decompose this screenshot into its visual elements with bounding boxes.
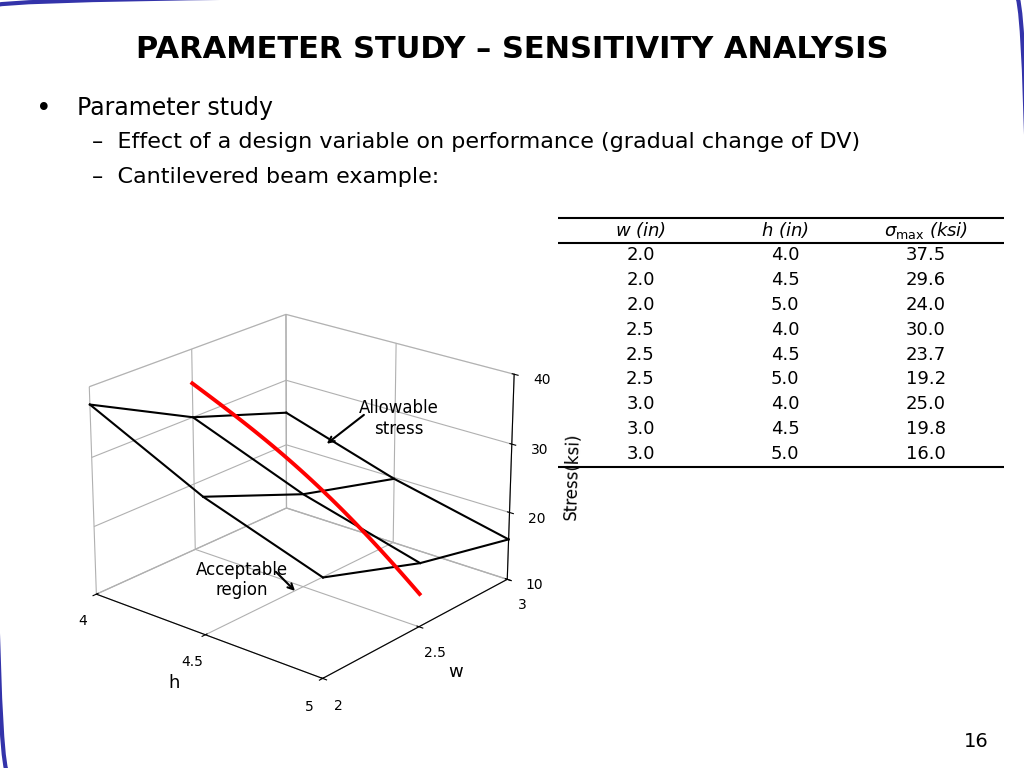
- Text: PARAMETER STUDY – SENSITIVITY ANALYSIS: PARAMETER STUDY – SENSITIVITY ANALYSIS: [136, 35, 888, 64]
- Text: 2.0: 2.0: [627, 246, 654, 264]
- Text: 4.5: 4.5: [771, 271, 800, 289]
- Text: 25.0: 25.0: [905, 396, 945, 413]
- Text: 2.5: 2.5: [626, 370, 655, 389]
- Text: 5.0: 5.0: [771, 445, 800, 463]
- Text: 19.8: 19.8: [905, 420, 945, 439]
- Text: 19.2: 19.2: [905, 370, 945, 389]
- Text: 23.7: 23.7: [905, 346, 946, 363]
- Text: 3.0: 3.0: [627, 420, 654, 439]
- X-axis label: h: h: [168, 674, 179, 692]
- Text: –  Cantilevered beam example:: – Cantilevered beam example:: [92, 167, 439, 187]
- Text: 3.0: 3.0: [627, 445, 654, 463]
- Text: 24.0: 24.0: [905, 296, 945, 314]
- Text: •: •: [36, 96, 51, 122]
- Text: Parameter study: Parameter study: [77, 96, 272, 120]
- Text: 2.0: 2.0: [627, 271, 654, 289]
- Text: $h$ (in): $h$ (in): [762, 220, 809, 240]
- Text: 4.5: 4.5: [771, 420, 800, 439]
- Text: 5.0: 5.0: [771, 370, 800, 389]
- Text: $w$ (in): $w$ (in): [615, 220, 666, 240]
- Text: 4.0: 4.0: [771, 246, 800, 264]
- Text: 2.5: 2.5: [626, 321, 655, 339]
- Text: 4.0: 4.0: [771, 396, 800, 413]
- Text: 37.5: 37.5: [905, 246, 946, 264]
- Text: 5.0: 5.0: [771, 296, 800, 314]
- Text: 3.0: 3.0: [627, 396, 654, 413]
- Y-axis label: w: w: [449, 663, 464, 681]
- Text: 29.6: 29.6: [905, 271, 945, 289]
- Text: Allowable
stress: Allowable stress: [358, 399, 438, 439]
- Text: 16: 16: [964, 732, 988, 751]
- Text: 4.0: 4.0: [771, 321, 800, 339]
- Text: 4.5: 4.5: [771, 346, 800, 363]
- Text: Acceptable
region: Acceptable region: [196, 561, 288, 600]
- Text: $\sigma_{\mathrm{max}}$ (ksi): $\sigma_{\mathrm{max}}$ (ksi): [884, 220, 968, 240]
- Text: –  Effect of a design variable on performance (gradual change of DV): – Effect of a design variable on perform…: [92, 132, 860, 152]
- Text: 2.5: 2.5: [626, 346, 655, 363]
- Text: 2.0: 2.0: [627, 296, 654, 314]
- Text: 30.0: 30.0: [905, 321, 945, 339]
- Text: 16.0: 16.0: [905, 445, 945, 463]
